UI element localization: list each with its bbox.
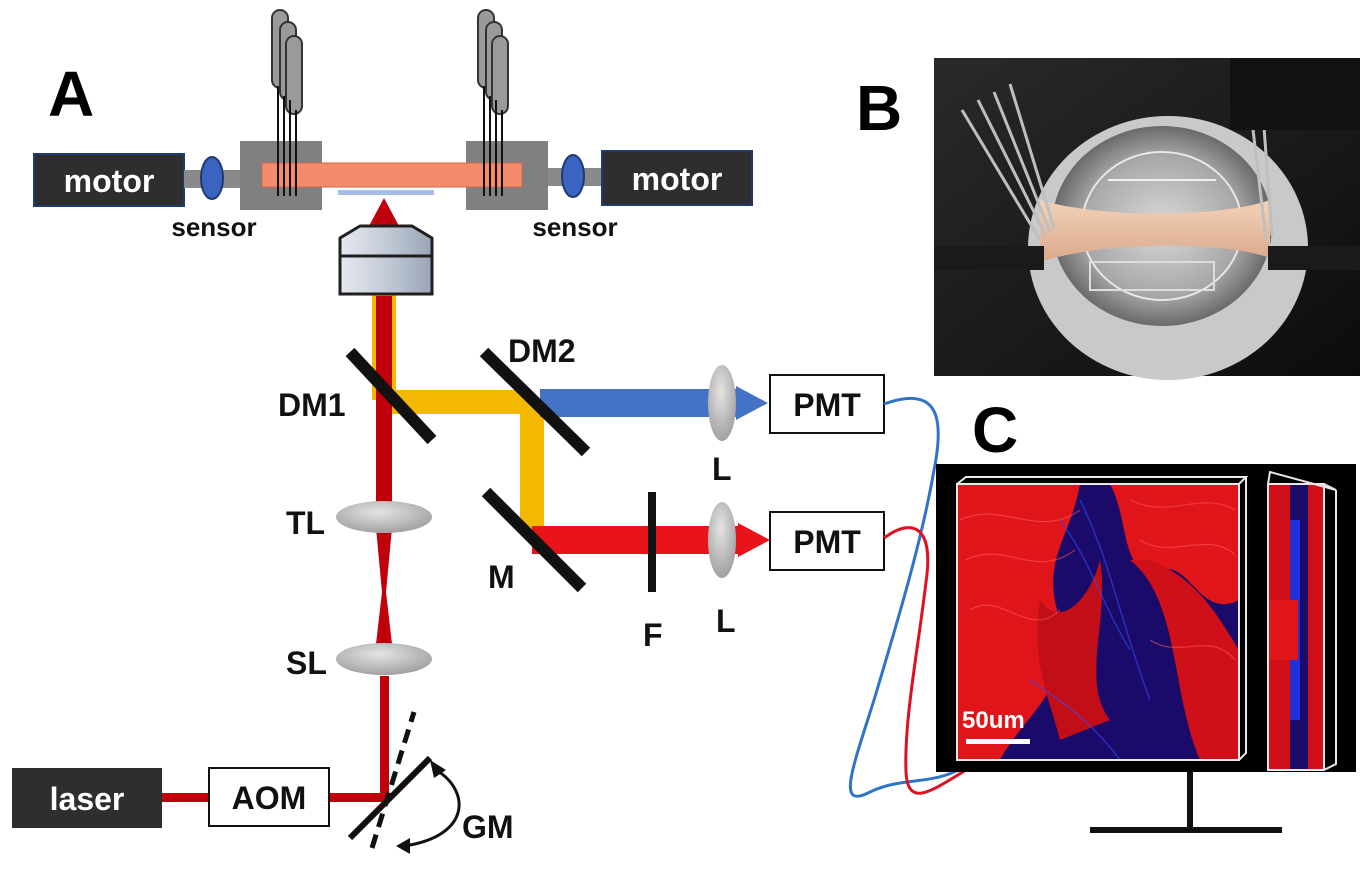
scale-bar [966,739,1030,744]
label-dm2: DM2 [508,333,576,369]
dichroic-mirror-1-icon [345,347,437,445]
aom-box [208,767,330,827]
tube-lens-icon [336,501,432,533]
galvo-mirror-icon [347,711,461,854]
panel-label-b: B [856,72,902,144]
scale-bar-label: 50um [962,707,1025,734]
label-dm1: DM1 [278,387,346,423]
monitor: 50um [936,464,1356,833]
motor-left-box [33,153,185,207]
electrode-bundle-right-icon [477,9,509,196]
sample-strip [261,162,523,188]
excitation-beam-lower [380,676,389,798]
sensor-right-icon [561,154,585,198]
scan-lens-icon [336,643,432,675]
mirror-m-icon [481,487,587,593]
blue-channel-arrow [736,386,768,420]
blue-channel-beam [540,389,736,417]
sensor-right-label: sensor [532,212,617,242]
beam-paths [162,198,770,802]
excitation-arrow-up [368,198,400,228]
label-l-top: L [712,451,732,487]
label-gm: GM [462,809,514,845]
red-channel-arrow [738,523,770,557]
cable-blue [848,397,963,798]
laser-label: laser [50,781,125,817]
label-f: F [643,617,663,653]
motor-right-label: motor [632,161,723,197]
mirrors [345,347,656,593]
lens-top-icon [708,365,736,441]
panel-label-a: A [48,58,94,130]
label-l-bottom: L [716,603,736,639]
emission-beam-down [520,402,544,534]
stretcher-photo [934,58,1360,380]
aom-label: AOM [232,780,307,816]
objective-lens-icon [338,224,434,296]
electrode-bundle-left-icon [271,9,303,196]
panel-label-c: C [972,394,1018,466]
motor-right-box [601,150,753,206]
pmt-top-label: PMT [793,387,861,423]
excitation-focus [376,528,392,644]
cable-red [883,526,967,795]
label-m: M [488,559,515,595]
motor-left-label: motor [64,163,155,199]
pmt-bottom-box [769,511,885,571]
sensor-left-label: sensor [171,212,256,242]
stretching-stage: motor sensor motor sensor [33,9,753,242]
red-channel-beam [532,526,738,554]
lens-bottom-icon [708,502,736,578]
dichroic-mirror-2-icon [479,347,591,457]
sensor-left-icon [200,156,224,200]
excitation-beam-mid [376,296,392,506]
coverslip [338,190,434,195]
label-sl: SL [286,645,327,681]
pmt-bottom-label: PMT [793,524,861,560]
laser-box [12,768,162,828]
label-tl: TL [286,505,325,541]
